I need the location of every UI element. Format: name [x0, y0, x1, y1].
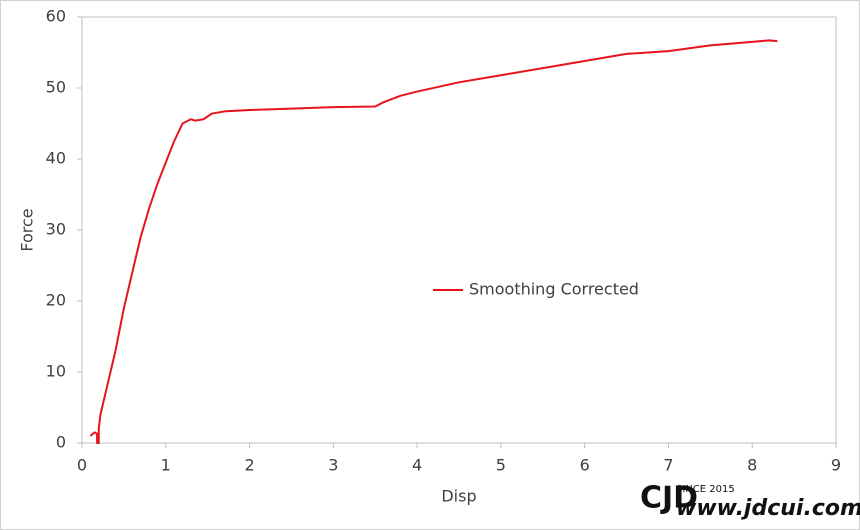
y-tick-label: 40 — [46, 149, 66, 168]
legend-label: Smoothing Corrected — [469, 280, 639, 299]
y-tick-label: 10 — [46, 362, 66, 381]
y-tick-label: 0 — [56, 433, 66, 452]
x-tick-label: 2 — [244, 456, 254, 475]
x-tick-label: 3 — [328, 456, 338, 475]
watermark: CJD SINCE 2015 www.jdcui.com — [640, 481, 860, 522]
x-tick-label: 7 — [663, 456, 673, 475]
x-tick-label: 1 — [161, 456, 171, 475]
x-tick-label: 0 — [77, 456, 87, 475]
watermark-site: www.jdcui.com — [676, 496, 860, 521]
y-tick-label: 50 — [46, 78, 66, 97]
x-tick-label: 6 — [580, 456, 590, 475]
x-tick-label: 8 — [747, 456, 757, 475]
watermark-since: SINCE 2015 — [676, 484, 735, 495]
x-tick-label: 4 — [412, 456, 422, 475]
x-tick-label: 5 — [496, 456, 506, 475]
y-axis-label: Force — [18, 208, 37, 251]
y-tick-label: 60 — [46, 7, 66, 26]
x-axis-label: Disp — [441, 487, 476, 506]
y-tick-label: 20 — [46, 291, 66, 310]
x-tick-label: 9 — [831, 456, 841, 475]
y-tick-label: 30 — [46, 220, 66, 239]
watermark-logo: CJD — [640, 481, 698, 516]
series-line — [89, 39, 778, 444]
plot-frame — [81, 16, 837, 444]
